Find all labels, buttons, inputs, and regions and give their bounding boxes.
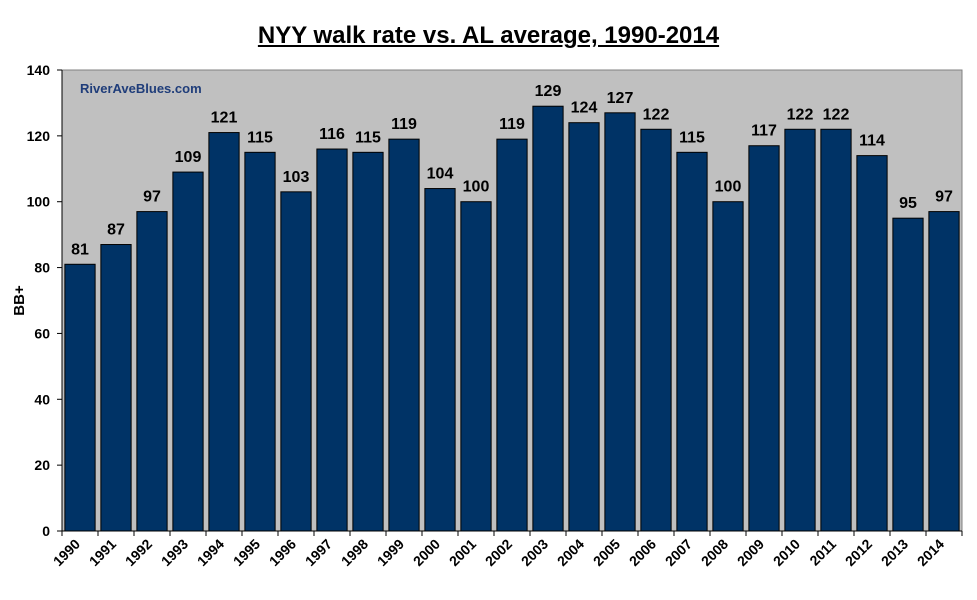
- bar: [856, 155, 888, 532]
- y-tick-label: 100: [27, 194, 51, 210]
- x-tick-label: 2004: [554, 536, 587, 569]
- y-tick-label: 80: [34, 260, 50, 276]
- x-tick-label: 1996: [266, 536, 299, 569]
- data-label: 122: [823, 106, 850, 123]
- bar: [640, 128, 672, 532]
- x-tick-label: 2006: [626, 536, 659, 569]
- data-label: 95: [899, 195, 917, 212]
- bar: [820, 128, 852, 532]
- data-label: 124: [571, 100, 598, 117]
- x-tick-label: 2005: [590, 536, 623, 569]
- bar: [532, 105, 564, 532]
- x-tick-label: 2003: [518, 536, 551, 569]
- bar: [172, 171, 204, 532]
- x-tick-label: 2001: [446, 536, 479, 569]
- y-tick-label: 20: [34, 457, 50, 473]
- bar: [64, 263, 96, 532]
- data-label: 115: [679, 129, 705, 146]
- data-labels: 81 87 97 109 121 115 103 116 115 119 104 100 119 129 1…: [71, 83, 953, 258]
- data-label: 87: [107, 222, 125, 239]
- x-tick-label: 2012: [842, 536, 875, 569]
- bar: [784, 128, 816, 532]
- x-tick-label: 1990: [50, 536, 83, 569]
- bar: [352, 151, 384, 532]
- data-label: 117: [751, 123, 777, 140]
- bar: [460, 201, 492, 532]
- data-label: 97: [143, 189, 161, 206]
- bar: [388, 138, 420, 532]
- x-tick-label: 1999: [374, 536, 407, 569]
- data-label: 122: [787, 106, 814, 123]
- data-label: 100: [463, 179, 490, 196]
- x-tick-label: 2008: [698, 536, 731, 569]
- x-axis: 1990 1991 1992 1993 1994 1995 1996 1997 1998 1999…: [50, 530, 963, 569]
- bar: [280, 191, 312, 532]
- x-tick-label: 1997: [302, 536, 335, 569]
- x-tick-label: 1998: [338, 536, 371, 569]
- x-tick-label: 2011: [806, 536, 839, 569]
- y-axis: 0 20 40 60 80 100 120 140: [27, 62, 63, 539]
- bar: [496, 138, 528, 532]
- bar: [928, 211, 960, 532]
- x-tick-label: 1995: [230, 536, 263, 569]
- data-label: 97: [935, 189, 953, 206]
- data-label: 81: [71, 241, 89, 258]
- data-label: 100: [715, 179, 742, 196]
- y-axis-title: BB+: [11, 285, 28, 316]
- data-label: 116: [319, 126, 345, 143]
- x-tick-label: 2000: [410, 536, 443, 569]
- data-label: 103: [283, 169, 310, 186]
- bar-series: [64, 105, 960, 532]
- bar: [712, 201, 744, 532]
- chart-title: NYY walk rate vs. AL average, 1990-2014: [257, 22, 720, 49]
- data-label: 127: [607, 90, 634, 107]
- bar: [136, 211, 168, 532]
- bar: [424, 188, 456, 532]
- x-tick-label: 2009: [734, 536, 767, 569]
- data-label: 114: [859, 133, 885, 150]
- data-label: 119: [391, 116, 417, 133]
- data-label: 122: [643, 106, 670, 123]
- x-tick-label: 1994: [194, 536, 227, 569]
- y-tick-label: 140: [27, 62, 51, 78]
- x-tick-label: 2007: [662, 536, 695, 569]
- x-tick-label: 1993: [158, 536, 191, 569]
- data-label: 115: [247, 129, 273, 146]
- y-tick-label: 60: [34, 325, 50, 341]
- bar: [604, 112, 636, 532]
- bar: [316, 148, 348, 532]
- bar: [244, 151, 276, 532]
- x-tick-label: 1991: [86, 536, 119, 569]
- data-label: 109: [175, 149, 202, 166]
- y-tick-label: 0: [42, 523, 50, 539]
- bar: [100, 244, 132, 532]
- bar: [568, 122, 600, 532]
- bar: [748, 145, 780, 532]
- data-label: 119: [499, 116, 525, 133]
- watermark-text: RiverAveBlues.com: [80, 81, 202, 96]
- data-label: 115: [355, 129, 381, 146]
- bar: [676, 151, 708, 532]
- x-tick-label: 2010: [770, 536, 803, 569]
- bar: [892, 217, 924, 532]
- data-label: 121: [211, 110, 238, 127]
- y-tick-label: 120: [27, 128, 51, 144]
- x-tick-label: 2013: [878, 536, 911, 569]
- y-tick-label: 40: [34, 391, 50, 407]
- data-label: 129: [535, 83, 562, 100]
- x-tick-label: 2014: [914, 536, 947, 569]
- bar: [208, 132, 240, 532]
- data-label: 104: [427, 166, 454, 183]
- x-tick-label: 2002: [482, 536, 515, 569]
- x-tick-label: 1992: [122, 536, 155, 569]
